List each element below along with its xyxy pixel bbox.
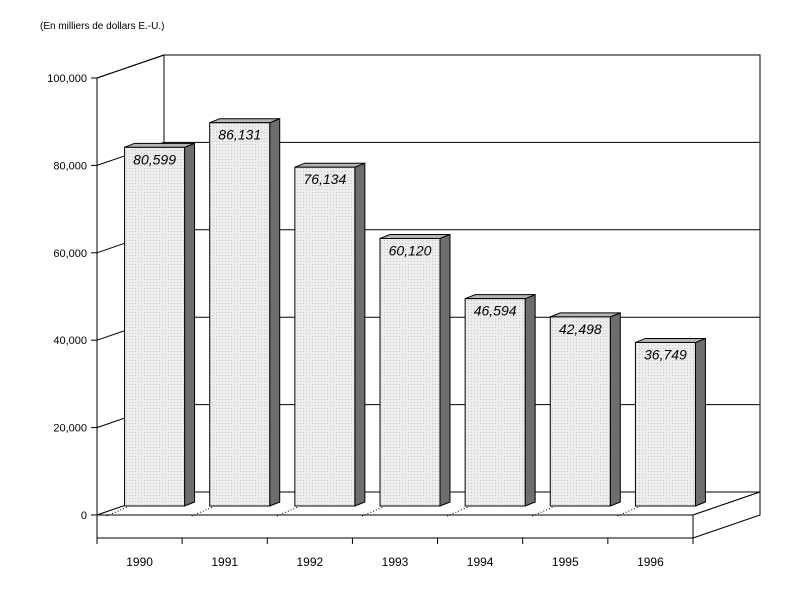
bar bbox=[379, 237, 441, 507]
y-tick-label: 80,000 bbox=[53, 160, 87, 172]
x-axis: 1990 1991 1992 1993 1994 1995 1996 bbox=[96, 538, 694, 569]
bar-floor-marker bbox=[446, 506, 469, 517]
x-tick-label: 1992 bbox=[297, 555, 324, 569]
bar-side bbox=[524, 293, 536, 507]
bar-top bbox=[124, 142, 195, 148]
y-tick-label: 60,000 bbox=[53, 248, 87, 260]
bar bbox=[294, 166, 356, 507]
x-tick-label: 1994 bbox=[467, 555, 494, 569]
bar-top bbox=[464, 294, 536, 300]
y-axis: 0 20,000 40,000 60,000 80,000 100,000 bbox=[47, 73, 98, 538]
y-tick-label: 100,000 bbox=[47, 73, 87, 85]
bar-side bbox=[184, 142, 196, 507]
bars: 80,599 86,131 76,134 60,120 46,594 42,498 36,7… bbox=[106, 117, 706, 517]
x-tick-label: 1996 bbox=[637, 555, 664, 569]
bar-floor-marker bbox=[361, 506, 384, 517]
bar-value-label: 76,134 bbox=[303, 171, 346, 187]
bar bbox=[124, 146, 186, 507]
bar bbox=[464, 298, 526, 507]
y-tick-label: 20,000 bbox=[53, 423, 87, 435]
bar-value-label: 80,599 bbox=[133, 151, 176, 167]
bar-value-label: 60,120 bbox=[389, 242, 432, 258]
x-tick-label: 1990 bbox=[126, 555, 153, 569]
gridline-side bbox=[96, 54, 165, 79]
bar-top bbox=[209, 118, 280, 124]
bar-top bbox=[294, 162, 366, 168]
bar-floor-marker bbox=[617, 506, 639, 517]
bar-floor-marker bbox=[106, 506, 128, 517]
bar-value-label: 86,131 bbox=[218, 127, 261, 143]
bar-value-label: 42,498 bbox=[559, 321, 602, 337]
y-tick-label: 0 bbox=[81, 510, 87, 522]
floor-front bbox=[96, 514, 694, 539]
bar-side bbox=[694, 337, 706, 507]
bar-top bbox=[635, 337, 706, 343]
bar-top bbox=[379, 233, 451, 239]
bar bbox=[549, 316, 611, 507]
x-tick-label: 1991 bbox=[211, 555, 238, 569]
bar-side bbox=[609, 312, 621, 507]
floor-side bbox=[692, 491, 761, 539]
bar-floor-marker bbox=[532, 506, 554, 517]
bar bbox=[634, 341, 696, 507]
bar-side bbox=[354, 162, 366, 507]
y-tick-label: 40,000 bbox=[53, 335, 87, 347]
bar-side bbox=[439, 233, 451, 507]
bar-floor-marker bbox=[191, 506, 213, 517]
x-tick-label: 1993 bbox=[382, 555, 409, 569]
bar-side bbox=[269, 117, 281, 507]
unit-note: (En milliers de dollars E.-U.) bbox=[40, 21, 165, 32]
bar-value-label: 36,749 bbox=[644, 346, 687, 362]
bar-value-label: 46,594 bbox=[474, 303, 517, 319]
x-tick-label: 1995 bbox=[552, 555, 579, 569]
bar-top bbox=[550, 312, 621, 318]
bar-floor-marker bbox=[276, 506, 299, 517]
bar bbox=[209, 122, 271, 507]
